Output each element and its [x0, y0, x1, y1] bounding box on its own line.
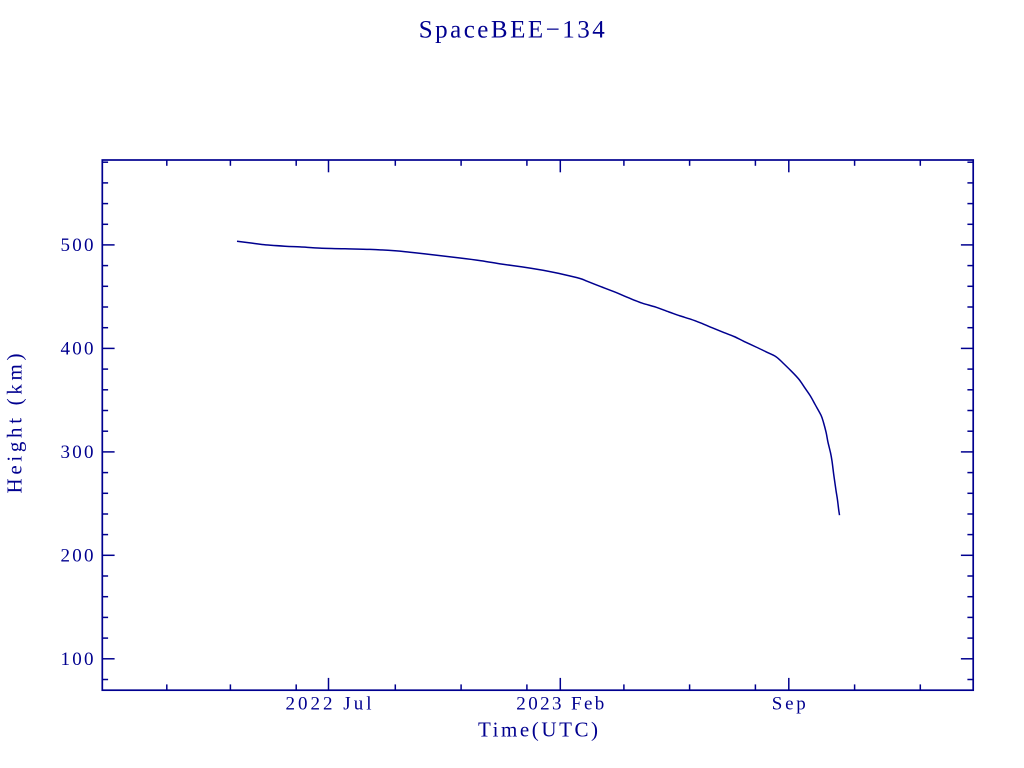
svg-text:SpaceBEE−134: SpaceBEE−134 — [419, 17, 606, 44]
svg-text:Sep: Sep — [772, 694, 806, 715]
svg-text:100: 100 — [61, 649, 94, 670]
svg-text:2022 Jul: 2022 Jul — [286, 694, 372, 715]
svg-text:Time(UTC): Time(UTC) — [478, 718, 598, 742]
svg-text:300: 300 — [61, 442, 94, 463]
svg-text:2023 Feb: 2023 Feb — [516, 694, 604, 715]
svg-text:400: 400 — [61, 339, 94, 360]
svg-text:Height (km): Height (km) — [3, 354, 27, 494]
svg-text:200: 200 — [61, 546, 94, 567]
svg-text:500: 500 — [61, 235, 94, 256]
